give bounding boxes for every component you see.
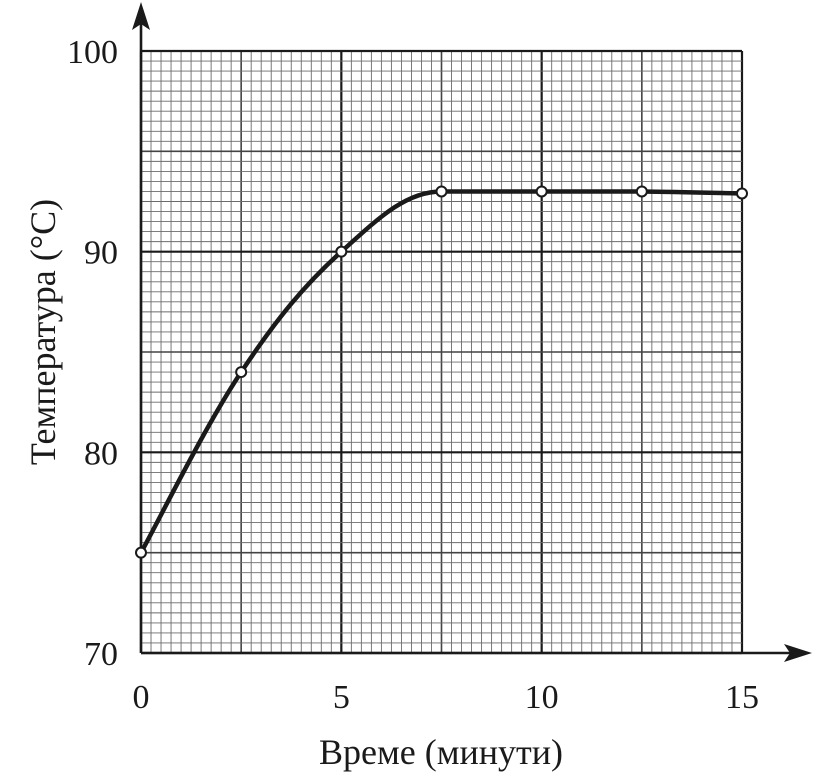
- series-group: [135, 185, 748, 559]
- x-tick-label: 10: [525, 679, 559, 716]
- data-point: [435, 185, 448, 198]
- x-tick-label: 15: [725, 679, 759, 716]
- data-point: [135, 546, 147, 559]
- y-tick-label: 80: [84, 435, 118, 472]
- y-tick-label: 70: [84, 636, 118, 673]
- data-point: [736, 187, 748, 200]
- grid: [139, 49, 744, 655]
- y-tick-label: 90: [84, 235, 118, 272]
- x-tick-label: 0: [133, 679, 150, 716]
- y-axis-label: Температура (°C): [23, 199, 63, 465]
- tick-labels: 0 5 10 15 70 80 90 100: [67, 34, 759, 716]
- y-tick-label: 100: [67, 34, 118, 71]
- data-point: [235, 366, 248, 379]
- data-point: [535, 185, 548, 198]
- x-tick-label: 5: [333, 679, 350, 716]
- x-axis-arrow: [784, 644, 812, 662]
- data-point: [335, 245, 348, 258]
- data-point: [635, 185, 648, 198]
- y-axis-arrow: [132, 2, 150, 30]
- x-axis-label: Време (минути): [319, 732, 563, 772]
